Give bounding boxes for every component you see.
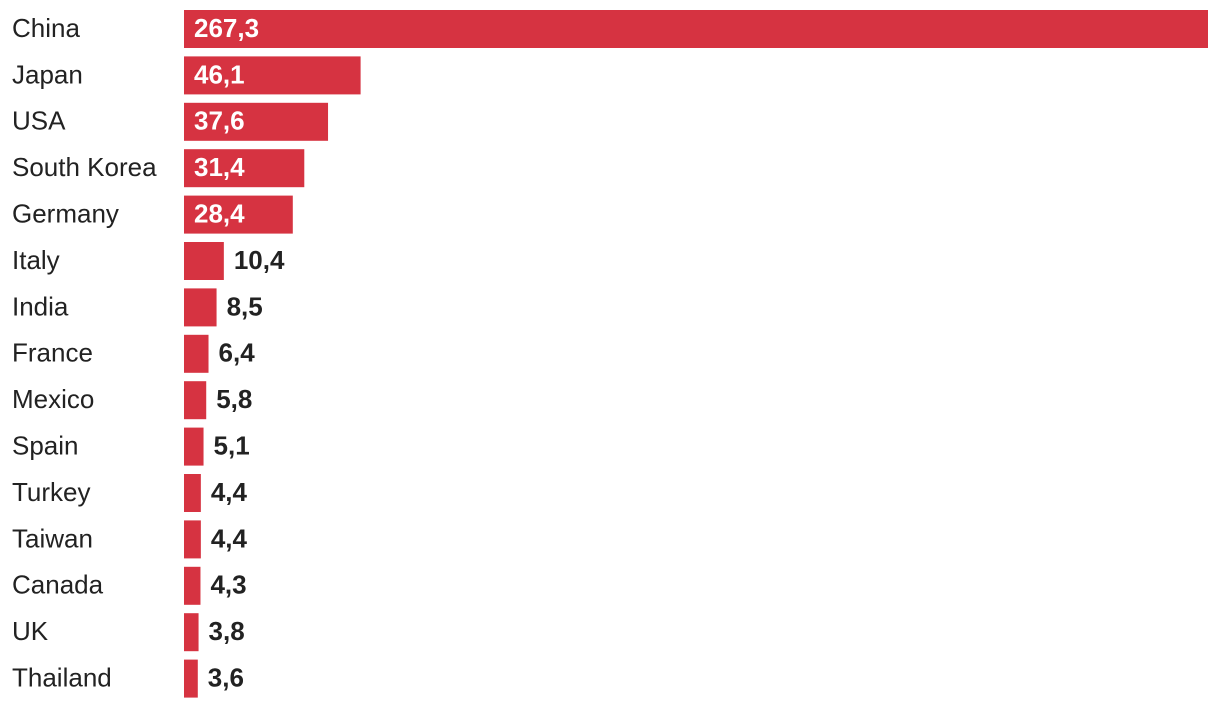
bar xyxy=(184,102,329,141)
value-label: 28,4 xyxy=(194,198,245,228)
value-label: 8,5 xyxy=(227,291,263,321)
category-label: Thailand xyxy=(12,662,112,692)
bar xyxy=(184,613,199,652)
category-label: South Korea xyxy=(12,152,157,182)
bar xyxy=(184,520,201,559)
bar xyxy=(184,288,217,327)
value-label: 5,8 xyxy=(216,384,252,414)
value-label: 6,4 xyxy=(219,338,256,368)
value-label: 46,1 xyxy=(194,59,245,89)
value-label: 5,1 xyxy=(214,430,250,460)
bar xyxy=(184,381,207,420)
bar xyxy=(184,334,209,373)
category-label: Italy xyxy=(12,245,60,275)
category-label: UK xyxy=(12,616,49,646)
bar xyxy=(184,566,201,605)
value-label: 267,3 xyxy=(194,13,259,43)
category-label: Taiwan xyxy=(12,523,93,553)
bar xyxy=(184,427,204,466)
value-label: 3,6 xyxy=(208,662,244,692)
category-label: USA xyxy=(12,106,66,136)
category-label: China xyxy=(12,13,80,43)
category-label: Germany xyxy=(12,198,119,228)
value-label: 4,3 xyxy=(210,570,246,600)
bar xyxy=(184,10,1208,48)
value-label: 31,4 xyxy=(194,152,245,182)
category-label: India xyxy=(12,291,69,321)
category-label: Spain xyxy=(12,430,79,460)
bar xyxy=(184,195,293,234)
value-label: 37,6 xyxy=(194,106,245,136)
category-label: Canada xyxy=(12,570,104,600)
value-label: 4,4 xyxy=(211,523,248,553)
category-label: France xyxy=(12,338,93,368)
value-label: 10,4 xyxy=(234,245,285,275)
category-label: Turkey xyxy=(12,477,91,507)
bar xyxy=(184,242,224,280)
bar xyxy=(184,659,198,698)
category-label: Mexico xyxy=(12,384,94,414)
value-label: 3,8 xyxy=(209,616,245,646)
category-label: Japan xyxy=(12,59,83,89)
value-label: 4,4 xyxy=(211,477,248,507)
bar xyxy=(184,474,201,512)
bar xyxy=(184,149,305,188)
bar xyxy=(184,56,361,95)
